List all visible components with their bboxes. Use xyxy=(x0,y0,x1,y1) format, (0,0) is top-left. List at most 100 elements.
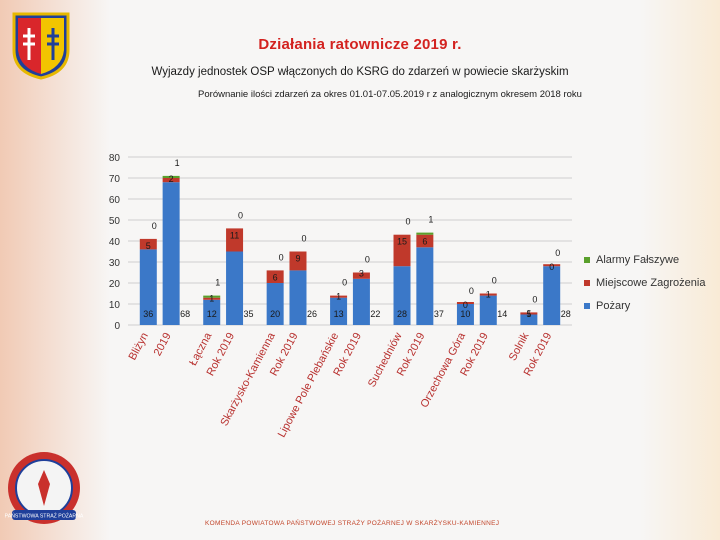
legend-label-pozary: Pożary xyxy=(596,299,631,312)
data-label-pozary: 36 xyxy=(143,309,153,319)
data-label-miejscowe: 1 xyxy=(336,292,341,302)
bar-miejscowe xyxy=(520,312,538,315)
y-tick-label: 0 xyxy=(114,321,120,332)
data-label-pozary: 10 xyxy=(460,309,470,319)
data-label-miejscowe: 0 xyxy=(463,300,468,310)
data-label-miejscowe: 3 xyxy=(359,269,364,279)
bar-pozary xyxy=(226,251,244,325)
bar-miejscowe xyxy=(289,251,307,271)
bar-miejscowe xyxy=(226,228,244,252)
data-label-pozary: 28 xyxy=(561,309,571,319)
bar-pozary xyxy=(456,304,474,325)
data-label-alarmy: 0 xyxy=(238,210,243,220)
page-title: Działania ratownicze 2019 r. xyxy=(258,36,462,53)
bar-miejscowe xyxy=(543,264,561,267)
y-tick-label: 40 xyxy=(109,237,121,248)
data-label-miejscowe: 6 xyxy=(273,272,278,282)
bar-pozary xyxy=(352,278,370,325)
chart-caption: Porównanie ilości zdarzeń za okres 01.01… xyxy=(198,89,582,100)
legend-item-alarmy: Alarmy Fałszywe xyxy=(584,248,705,271)
legend-item-miejscowe: Miejscowe Zagrożenia xyxy=(584,271,705,294)
bar-alarmy xyxy=(203,295,221,298)
bar-miejscowe xyxy=(139,238,157,250)
data-label-alarmy: 0 xyxy=(365,255,370,265)
bar-miejscowe xyxy=(479,293,497,296)
bar-pozary xyxy=(289,270,307,325)
y-tick-label: 80 xyxy=(109,153,121,164)
page-subtitle: Wyjazdy jednostek OSP włączonych do KSRG… xyxy=(151,66,569,78)
data-label-miejscowe: 0 xyxy=(549,262,554,272)
data-label-pozary: 14 xyxy=(497,309,507,319)
bar-miejscowe xyxy=(416,234,434,248)
bar-miejscowe xyxy=(352,272,370,279)
data-label-alarmy: 0 xyxy=(492,276,497,286)
data-label-miejscowe: 6 xyxy=(422,237,427,247)
bar-pozary xyxy=(266,283,284,325)
fire-service-emblem-icon: PAŃSTWOWA STRAŻ POŻARNA xyxy=(5,452,84,524)
bar-miejscowe xyxy=(330,295,348,298)
y-tick-label: 50 xyxy=(109,216,121,227)
legend-swatch-miejscowe xyxy=(584,279,590,286)
background-flame-left xyxy=(0,0,110,540)
data-label-alarmy: 0 xyxy=(152,221,157,231)
data-label-alarmy: 0 xyxy=(469,286,474,296)
data-label-miejscowe: 5 xyxy=(146,241,151,251)
y-tick-label: 10 xyxy=(109,300,121,311)
data-label-alarmy: 0 xyxy=(342,278,347,288)
data-label-alarmy: 0 xyxy=(406,217,411,227)
bar-miejscowe xyxy=(456,302,474,304)
y-tick-label: 20 xyxy=(109,279,121,290)
bar-pozary xyxy=(393,266,411,325)
bar-miejscowe xyxy=(203,297,221,300)
data-label-pozary: 26 xyxy=(307,309,317,319)
data-label-pozary: 35 xyxy=(244,309,254,319)
bar-pozary xyxy=(203,299,221,325)
data-label-pozary: 68 xyxy=(180,309,190,319)
data-label-miejscowe: 2 xyxy=(169,174,174,184)
data-label-alarmy: 0 xyxy=(279,252,284,262)
legend-label-alarmy: Alarmy Fałszywe xyxy=(596,253,680,266)
x-category-label: Solnik xyxy=(507,330,532,363)
data-label-alarmy: 0 xyxy=(532,294,537,304)
y-tick-label: 60 xyxy=(109,195,121,206)
y-tick-label: 70 xyxy=(109,174,121,185)
data-label-pozary: 20 xyxy=(270,309,280,319)
data-label-miejscowe: 9 xyxy=(295,254,300,264)
data-label-miejscowe: 1 xyxy=(486,290,491,300)
bar-pozary xyxy=(543,266,561,325)
legend-item-pozary: Pożary xyxy=(584,294,705,317)
x-category-label: Suchedniów xyxy=(366,331,405,390)
footer-text: KOMENDA POWIATOWA PAŃSTWOWEJ STRAŻY POŻA… xyxy=(205,520,500,527)
data-label-miejscowe: 1 xyxy=(526,308,531,318)
bar-alarmy xyxy=(162,175,180,178)
data-label-miejscowe: 1 xyxy=(209,294,214,304)
data-label-pozary: 22 xyxy=(370,309,380,319)
bar-miejscowe xyxy=(266,270,284,283)
bar-pozary xyxy=(416,247,434,325)
legend-swatch-pozary xyxy=(584,302,590,309)
background-flame-right xyxy=(640,0,720,540)
y-tick-label: 30 xyxy=(109,258,121,269)
data-label-miejscowe: 11 xyxy=(230,230,239,240)
data-label-pozary: 13 xyxy=(334,309,344,319)
emblem-text: PAŃSTWOWA STRAŻ POŻARNA xyxy=(5,513,84,520)
x-category-label: Bliżyn xyxy=(127,331,151,363)
bar-pozary xyxy=(162,182,180,325)
data-label-pozary: 5 xyxy=(526,309,531,319)
data-label-alarmy: 1 xyxy=(215,278,220,288)
data-label-alarmy: 1 xyxy=(175,158,180,168)
data-label-alarmy: 0 xyxy=(555,248,560,258)
county-crest-icon xyxy=(12,12,70,80)
x-category-label: 2019 xyxy=(152,331,174,358)
data-label-pozary: 12 xyxy=(207,309,217,319)
legend-swatch-alarmy xyxy=(584,256,590,263)
data-label-alarmy: 1 xyxy=(428,215,433,225)
bar-pozary xyxy=(479,295,497,325)
chart-legend: Alarmy Fałszywe Miejscowe Zagrożenia Poż… xyxy=(584,248,705,317)
data-label-miejscowe: 15 xyxy=(397,237,407,247)
bar-pozary xyxy=(139,249,157,325)
bar-pozary xyxy=(520,314,538,325)
data-label-pozary: 37 xyxy=(434,309,444,319)
bar-alarmy xyxy=(416,232,434,235)
